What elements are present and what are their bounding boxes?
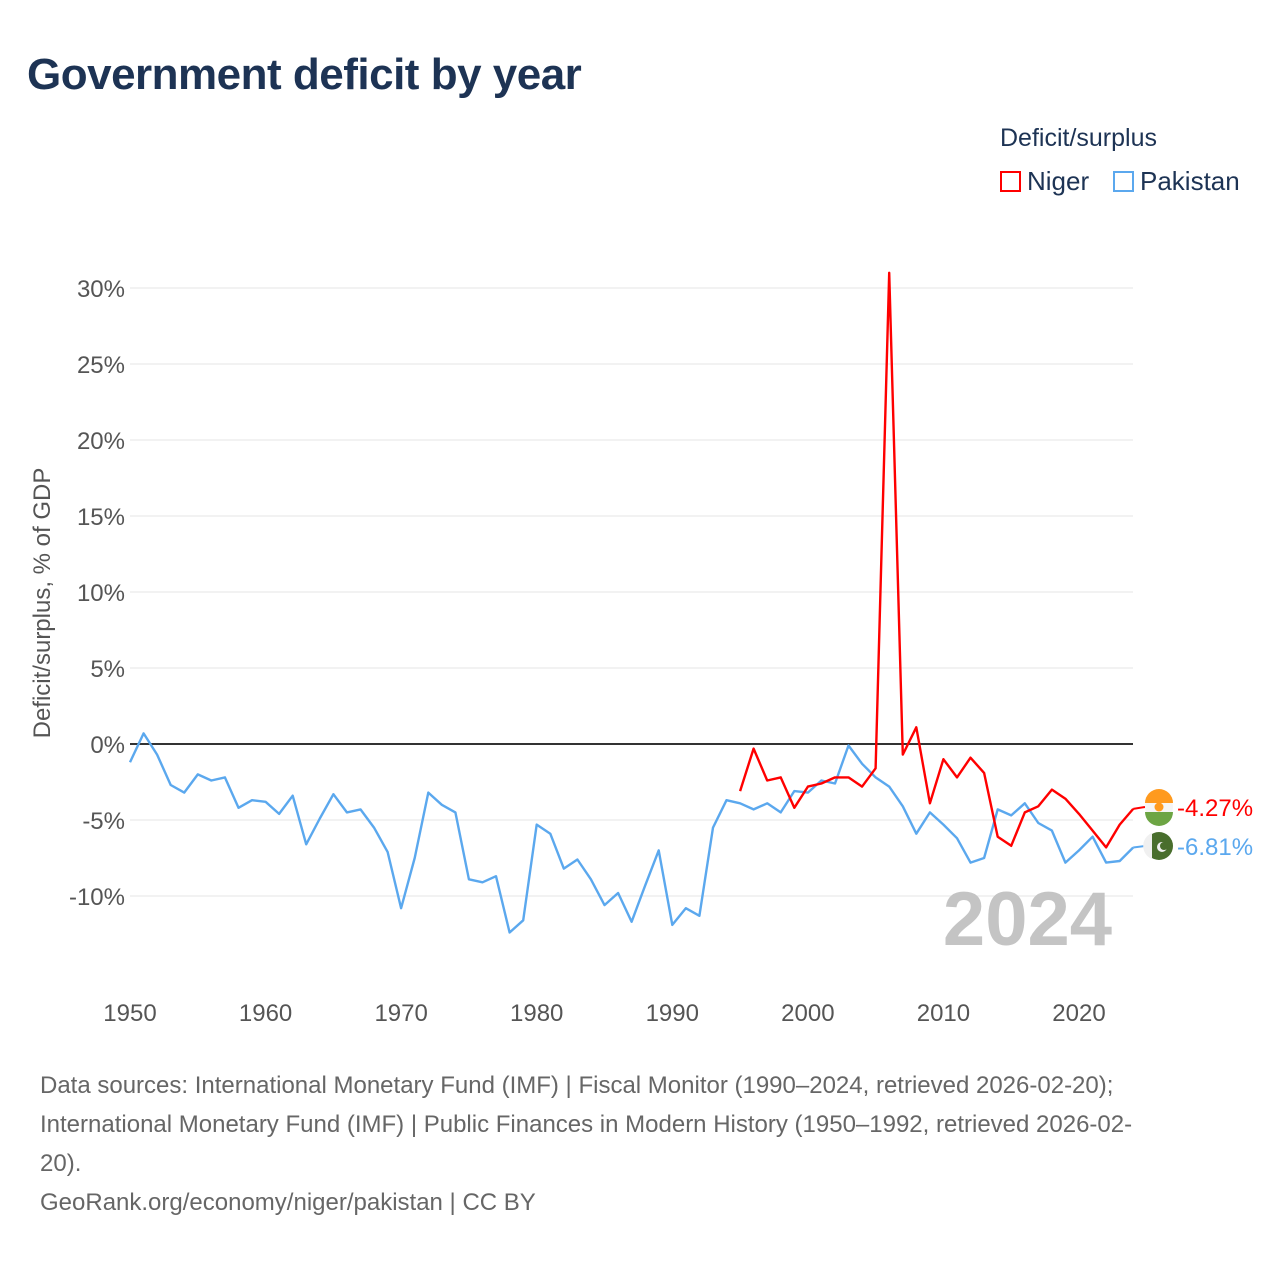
- legend-title: Deficit/surplus: [1000, 124, 1157, 152]
- pakistan-flag-icon: [1143, 832, 1173, 860]
- end-connector: [1133, 806, 1146, 810]
- credit-link[interactable]: GeoRank.org/economy/niger/pakistan | CC …: [40, 1189, 536, 1216]
- legend-item-niger[interactable]: Niger: [1000, 166, 1089, 197]
- end-connector: [1133, 845, 1146, 849]
- y-axis-label: Deficit/surplus, % of GDP: [29, 468, 56, 739]
- legend-label: Niger: [1027, 166, 1090, 196]
- series-line-pakistan[interactable]: [128, 732, 1135, 934]
- x-tick-label: 2000: [781, 1000, 834, 1027]
- y-tick-label: 30%: [77, 276, 125, 303]
- x-tick-label: 1950: [103, 1000, 156, 1027]
- niger-flag-icon: [1145, 789, 1173, 826]
- legend-item-pakistan[interactable]: Pakistan: [1113, 166, 1240, 197]
- source-line-1: Data sources: International Monetary Fun…: [40, 1072, 1114, 1099]
- x-tick-label: 1980: [510, 1000, 563, 1027]
- y-tick-label: 5%: [90, 656, 125, 683]
- y-tick-label: 15%: [77, 504, 125, 531]
- x-tick-label: 2020: [1052, 1000, 1105, 1027]
- year-watermark: 2024: [943, 877, 1112, 962]
- x-tick-label: 1970: [374, 1000, 427, 1027]
- legend-swatch-pakistan: [1113, 171, 1134, 192]
- y-tick-label: -10%: [69, 884, 125, 911]
- source-line-2: International Monetary Fund (IMF) | Publ…: [40, 1111, 1133, 1138]
- legend-label: Pakistan: [1140, 166, 1240, 196]
- y-tick-label: -5%: [82, 808, 125, 835]
- x-tick-label: 2010: [917, 1000, 970, 1027]
- source-line-3: 20).: [40, 1150, 82, 1177]
- series-line-niger[interactable]: [738, 271, 1135, 849]
- end-value-label: -6.81%: [1177, 834, 1253, 861]
- chart-title: Government deficit by year: [27, 50, 582, 99]
- y-tick-label: 0%: [90, 732, 125, 759]
- y-tick-label: 10%: [77, 580, 125, 607]
- legend-swatch-niger: [1000, 171, 1021, 192]
- y-tick-label: 20%: [77, 428, 125, 455]
- end-value-label: -4.27%: [1177, 795, 1253, 822]
- y-tick-label: 25%: [77, 352, 125, 379]
- x-tick-label: 1960: [239, 1000, 292, 1027]
- x-tick-label: 1990: [646, 1000, 699, 1027]
- line-chart: -10% -5% 0% 5% 10% 15% 20% 25% 30% 1950 1960 1970 19…: [29, 271, 1253, 1027]
